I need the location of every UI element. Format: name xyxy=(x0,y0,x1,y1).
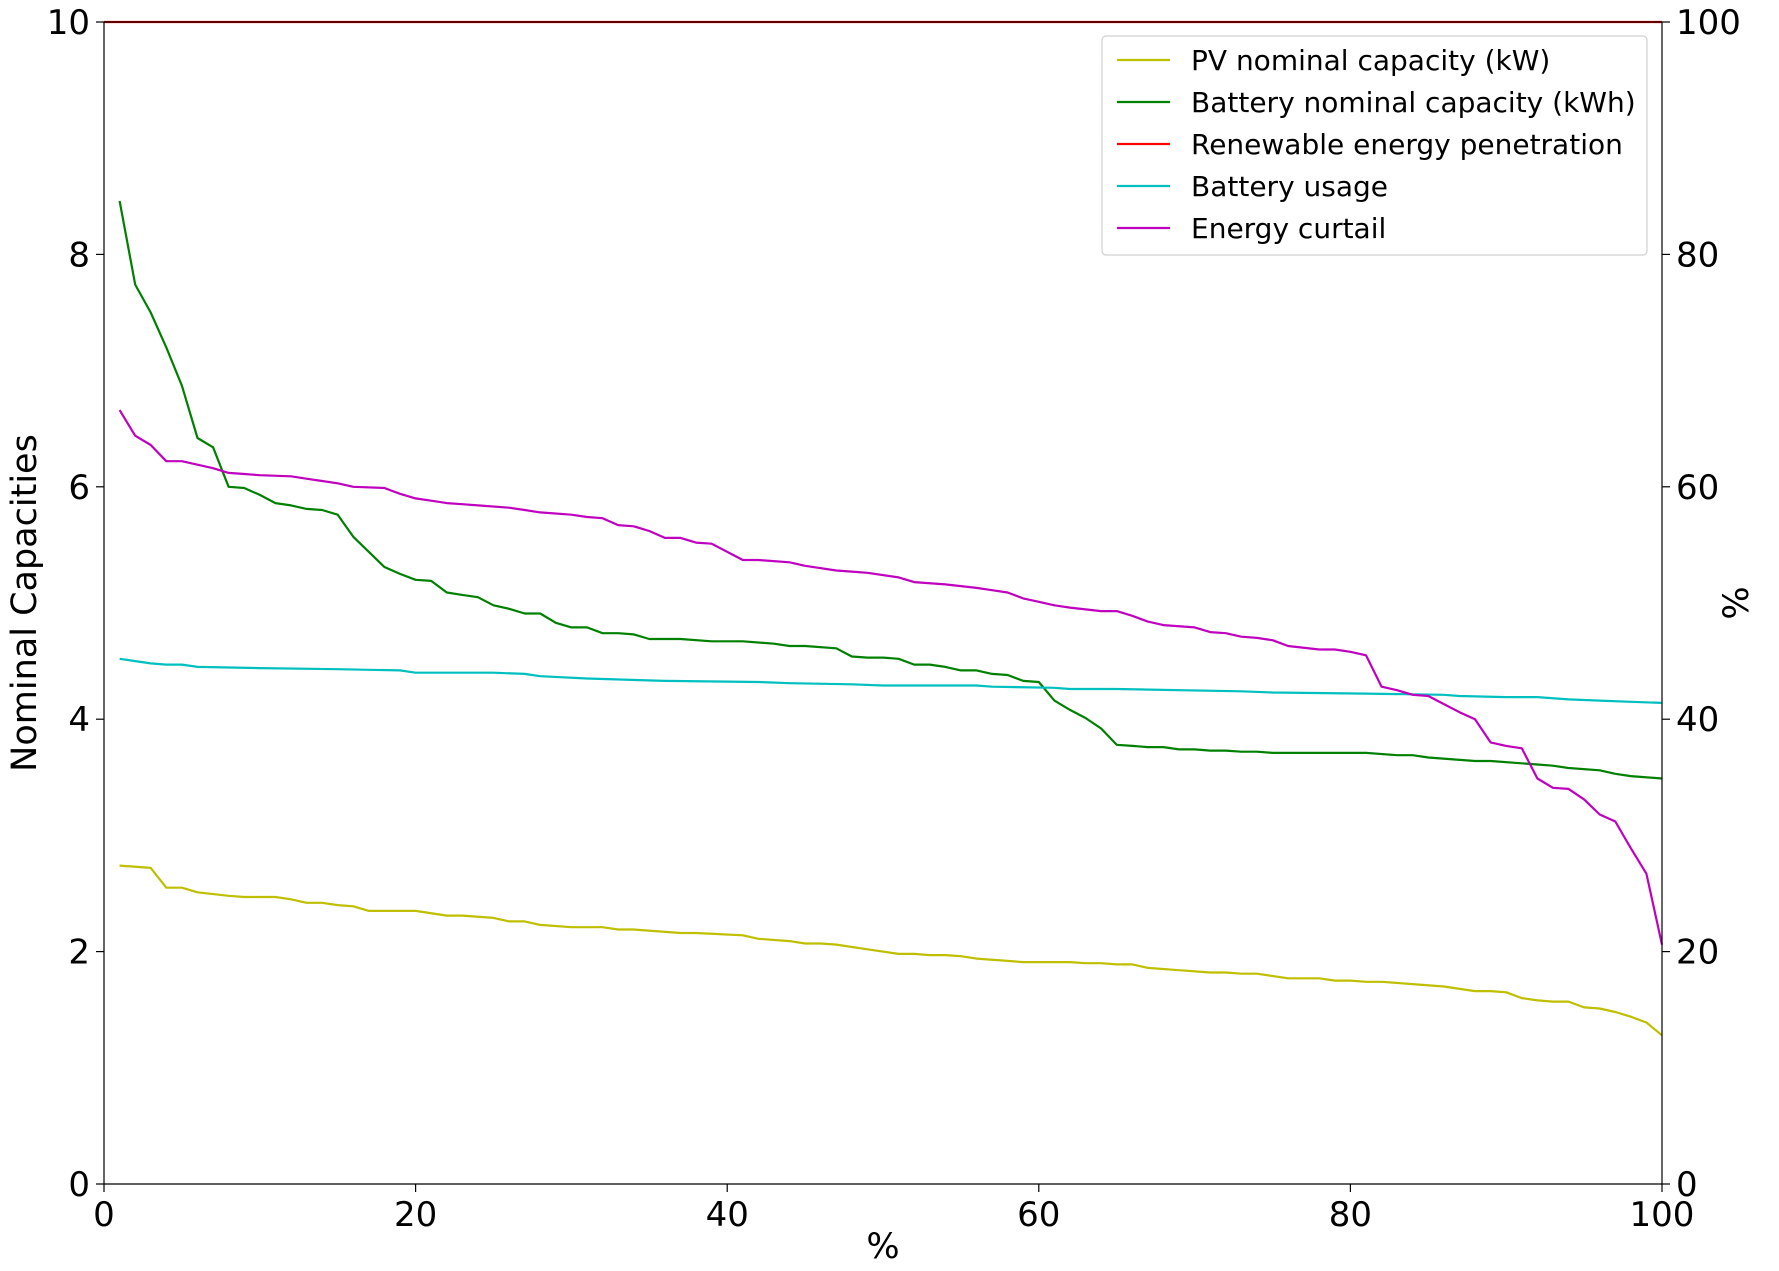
plot-frame xyxy=(103,21,1663,1185)
y-left-axis-title: Nominal Capacities xyxy=(5,434,45,772)
legend-label-1: Battery nominal capacity (kWh) xyxy=(1191,86,1636,119)
series-line-0 xyxy=(119,864,1663,1037)
x-tick-label-4: 80 xyxy=(1329,1195,1372,1235)
series-line-3 xyxy=(119,657,1663,704)
legend-label-2: Renewable energy penetration xyxy=(1191,128,1623,161)
x-tick-label-1: 20 xyxy=(394,1195,437,1235)
x-axis-title: % xyxy=(866,1227,899,1267)
y-left-tick-label-4: 8 xyxy=(68,235,90,275)
x-tick-label-3: 60 xyxy=(1017,1195,1060,1235)
legend-label-4: Energy curtail xyxy=(1191,212,1386,245)
y-right-tick-label-4: 80 xyxy=(1676,235,1719,275)
legend-label-3: Battery usage xyxy=(1191,170,1388,203)
y-right-tick-label-1: 20 xyxy=(1676,933,1719,973)
series-line-4 xyxy=(118,409,1664,945)
y-left-tick-label-2: 4 xyxy=(68,700,90,740)
x-tick-label-2: 40 xyxy=(706,1195,749,1235)
legend-label-0: PV nominal capacity (kW) xyxy=(1191,44,1550,77)
y-left-tick-label-0: 0 xyxy=(68,1165,90,1205)
y-right-tick-label-2: 40 xyxy=(1676,700,1719,740)
x-axis-ticks: 0 20 40 60 80 100 xyxy=(93,1184,1694,1235)
y-right-tick-label-0: 0 xyxy=(1676,1165,1698,1205)
y-left-tick-label-3: 6 xyxy=(68,468,90,508)
y-right-tick-label-3: 60 xyxy=(1676,468,1719,508)
legend: PV nominal capacity (kW) Battery nominal … xyxy=(1101,35,1648,256)
legend-frame xyxy=(1101,35,1648,256)
y-left-tick-label-1: 2 xyxy=(68,933,90,973)
y-left-axis-ticks: 0 2 4 6 8 10 xyxy=(47,3,104,1205)
y-left-tick-label-5: 10 xyxy=(47,3,90,43)
y-right-tick-label-5: 100 xyxy=(1676,3,1741,43)
x-tick-label-5: 100 xyxy=(1630,1195,1695,1235)
y-right-axis-ticks: 0 20 40 60 80 100 xyxy=(1662,3,1741,1205)
y-right-axis-title: % xyxy=(1717,586,1757,619)
series-line-1 xyxy=(118,200,1663,780)
x-tick-label-0: 0 xyxy=(93,1195,115,1235)
